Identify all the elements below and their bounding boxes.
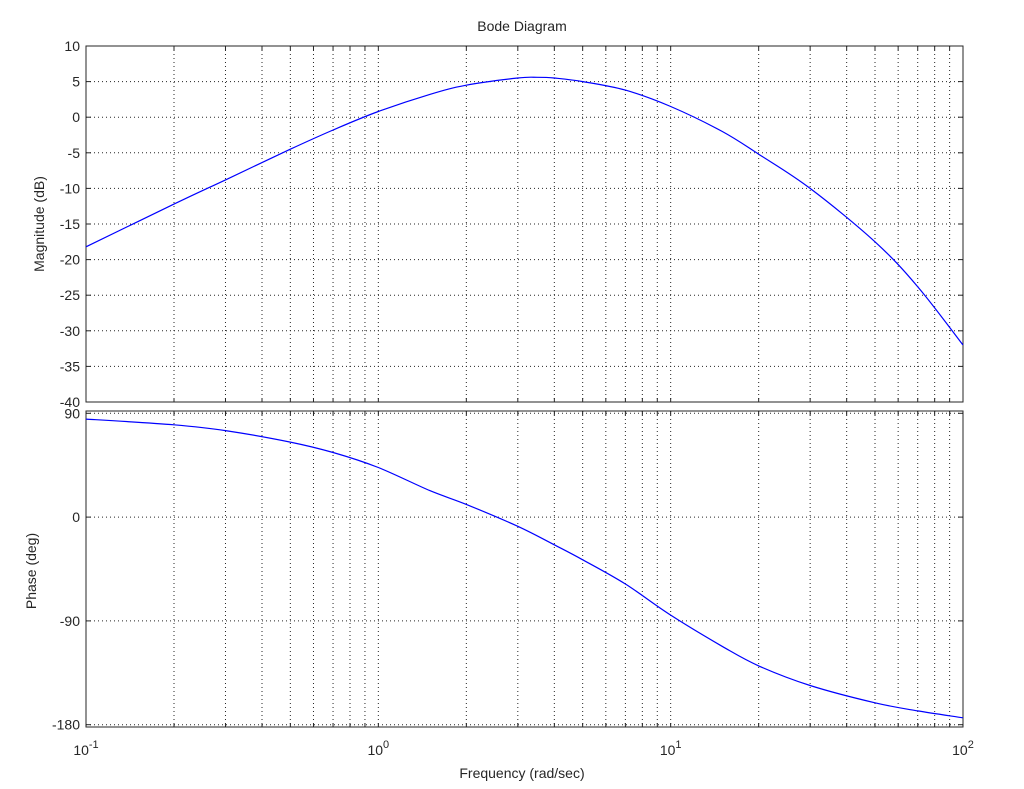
x-tick-label: 100 [367,739,389,758]
phase-y-axis-label: Phase (deg) [23,533,39,609]
chart-title: Bode Diagram [477,18,567,34]
magnitude-y-tick-label: -40 [60,394,80,410]
magnitude-y-tick-label: -10 [60,180,80,196]
x-tick-label: 10-1 [73,739,98,758]
magnitude-y-tick-label: 0 [72,109,80,125]
x-tick-label: 101 [660,739,682,758]
magnitude-y-tick-label: -5 [68,145,81,161]
phase-y-tick-label: -90 [60,613,80,629]
magnitude-curve [85,76,964,346]
phase-y-tick-label: -180 [52,717,80,733]
phase-y-tick-label: 90 [64,405,80,421]
phase-plot-area [85,410,964,728]
magnitude-y-tick-label: -35 [60,358,80,374]
magnitude-y-tick-label: -30 [60,323,80,339]
phase-y-tick-label: 0 [72,509,80,525]
magnitude-y-tick-label: -20 [60,252,80,268]
x-axis-label: Frequency (rad/sec) [459,765,584,781]
magnitude-y-tick-label: -25 [60,287,80,303]
phase-panel: 90 0 -90 -180 [52,405,964,733]
magnitude-plot-area [85,45,964,403]
x-tick-label: 102 [952,739,974,758]
phase-curve [85,418,964,719]
magnitude-y-tick-label: -15 [60,216,80,232]
magnitude-panel: 10 5 0 -5 -10 -15 -20 -25 -30 -35 -40 [60,38,964,410]
magnitude-y-axis-label: Magnitude (dB) [31,176,47,272]
x-tick-labels: 10-1 100 101 102 [73,739,974,758]
magnitude-y-tick-label: 10 [64,38,80,54]
magnitude-y-tick-label: 5 [72,74,80,90]
